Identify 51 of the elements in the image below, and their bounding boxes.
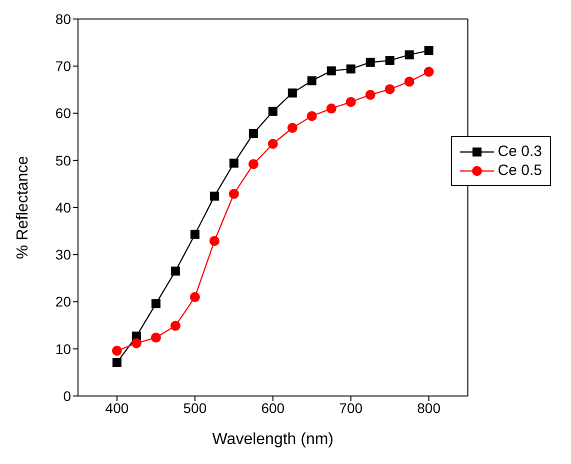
- point: [151, 299, 160, 308]
- x-axis-title: Wavelength (nm): [212, 431, 334, 448]
- point: [384, 84, 395, 94]
- point: [287, 122, 298, 133]
- legend-label: Ce 0.5: [498, 162, 542, 179]
- y-tick-label: 30: [55, 246, 72, 263]
- point: [170, 266, 180, 276]
- point: [229, 158, 238, 168]
- x-tick-label: 700: [339, 400, 363, 416]
- point: [404, 76, 414, 87]
- point: [366, 58, 375, 67]
- y-tick-label: 60: [55, 105, 72, 122]
- point: [248, 159, 258, 170]
- y-tick-label: 10: [55, 340, 72, 357]
- point: [346, 64, 356, 74]
- point: [112, 358, 122, 368]
- point: [326, 104, 336, 114]
- x-tick-label: 600: [261, 400, 285, 416]
- y-tick-label: 50: [55, 152, 72, 168]
- point: [346, 96, 356, 107]
- point: [150, 332, 161, 343]
- point: [209, 236, 220, 246]
- point: [268, 106, 278, 116]
- point: [210, 192, 219, 201]
- point: [306, 111, 317, 122]
- point: [326, 66, 336, 76]
- point: [288, 88, 297, 98]
- point: [170, 320, 180, 331]
- point: [268, 138, 278, 149]
- y-tick-label: 40: [55, 199, 72, 216]
- y-axis-title: % Reflectance: [14, 156, 32, 260]
- x-tick-label: 800: [417, 400, 441, 416]
- x-tick-label: 500: [183, 400, 207, 416]
- point: [131, 338, 142, 348]
- point: [385, 56, 394, 65]
- point: [190, 292, 200, 302]
- point: [228, 188, 239, 199]
- y-tick-label: 80: [55, 10, 72, 27]
- x-tick-label: 400: [105, 400, 129, 416]
- point: [248, 129, 258, 138]
- point: [112, 346, 122, 356]
- legend-label: Ce 0.3: [498, 143, 542, 160]
- point: [424, 46, 434, 56]
- point: [424, 66, 434, 77]
- point: [404, 50, 414, 60]
- point: [307, 76, 316, 86]
- point: [190, 230, 200, 239]
- point: [365, 90, 376, 100]
- y-tick-label: 70: [55, 58, 72, 74]
- y-tick-label: 0: [63, 388, 72, 404]
- y-tick-label: 20: [55, 294, 72, 310]
